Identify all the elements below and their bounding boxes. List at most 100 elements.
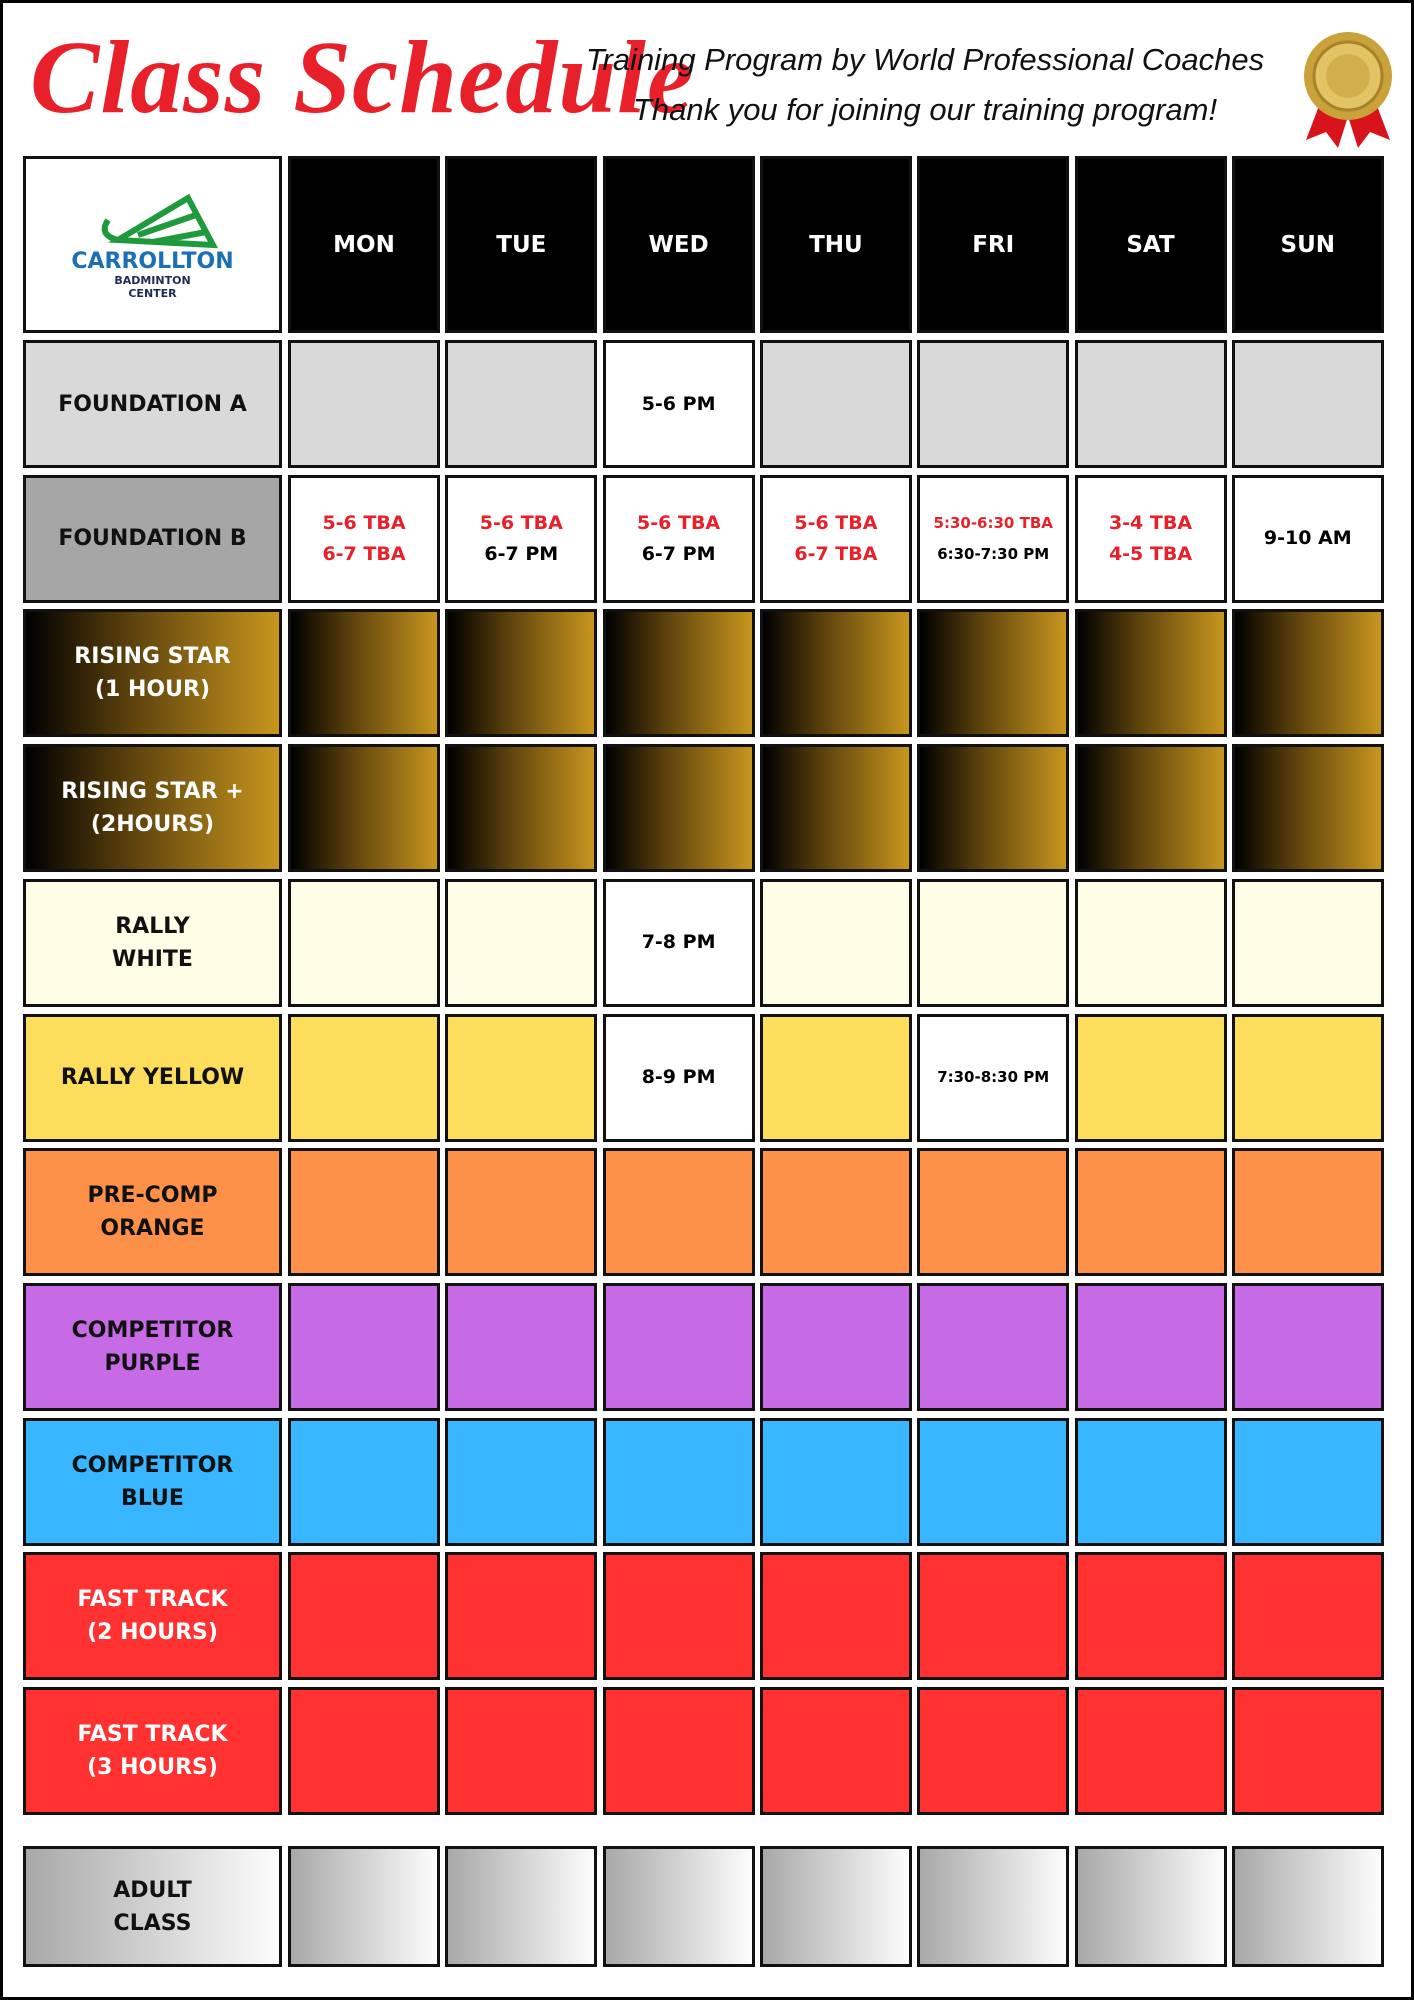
schedule-cell [288,878,440,1007]
row-label: RALLY WHITE [23,878,282,1007]
schedule-cell: 7:30-8:30 PM [917,1013,1070,1142]
schedule-cell: 5-6 PM [602,340,755,468]
row-label: ADULT CLASS [23,1846,282,1967]
schedule-cell [1074,878,1227,1007]
row-label-line: RISING STAR + [61,779,244,805]
row-label: RALLY YELLOW [23,1013,282,1142]
schedule-cell [1231,1687,1384,1815]
schedule-cell [1231,878,1384,1007]
row-label-line: COMPETITOR [71,1452,234,1478]
schedule-cell [759,1846,912,1967]
schedule-cell [602,609,755,738]
schedule-cell [1074,1148,1227,1277]
schedule-cell: 5-6 TBA 6-7 TBA [759,474,912,603]
schedule-cell [1231,1846,1384,1967]
schedule-cell [1231,1013,1384,1142]
schedule-cell: 5:30-6:30 TBA 6:30-7:30 PM [917,474,1070,603]
row-label-line: (3 HOURS) [87,1755,218,1780]
schedule-cell [917,878,1070,1007]
schedule-cell: 9-10 AM [1231,474,1384,603]
time-slot: 5-6 TBA [637,511,721,534]
schedule-cell [917,1687,1070,1815]
row-label-line: ADULT [113,1877,192,1903]
row-label: FAST TRACK (2 HOURS) [23,1552,282,1681]
row-label: FOUNDATION A [23,340,282,468]
schedule-cell [759,1552,912,1681]
schedule-cell [288,1148,440,1277]
row-label-line: CLASS [113,1910,192,1936]
row-label-line: FAST TRACK [77,1587,228,1613]
row-label-line: RISING STAR [74,644,231,670]
schedule-cell: 7-8 PM [602,878,755,1007]
row-label: RISING STAR (1 HOUR) [23,609,282,738]
schedule-cell [759,1148,912,1277]
row-label: PRE-COMP ORANGE [23,1148,282,1277]
time-slot: 5-6 TBA [794,511,878,534]
time-slot: 5-6 PM [641,392,716,415]
schedule-cell [759,744,912,873]
schedule-cell [1074,1687,1227,1815]
day-header: THU [759,156,912,333]
schedule-cell: 8-9 PM [602,1013,755,1142]
schedule-cell [917,1148,1070,1277]
schedule-cell [288,1282,440,1411]
time-slot: 6-7 PM [484,542,559,565]
schedule-cell [445,609,598,738]
schedule-cell [1074,1013,1227,1142]
time-slot: 5:30-6:30 TBA [933,513,1053,532]
schedule-cell [1231,340,1384,468]
schedule-cell [1231,609,1384,738]
subtitle: Thank you for joining our training progr… [632,92,1218,127]
schedule-cell [759,1687,912,1815]
row-label-line: ORANGE [100,1216,205,1242]
logo: CARROLLTON BADMINTON CENTER [23,156,282,333]
row-label-line: BLUE [121,1485,184,1511]
schedule-cell [759,340,912,468]
schedule-cell [1074,1846,1227,1967]
schedule-cell [602,1687,755,1815]
schedule-cell [917,340,1070,468]
schedule-cell [1231,1417,1384,1546]
logo-subtitle: CENTER [128,286,177,300]
day-header: SAT [1074,156,1227,333]
schedule-cell [445,1687,598,1815]
schedule-cell [759,1282,912,1411]
time-slot: 6-7 TBA [322,542,406,565]
schedule-cell [288,1417,440,1546]
time-slot: 5-6 TBA [322,511,406,534]
schedule-cell [445,878,598,1007]
schedule-cell [1231,1552,1384,1681]
schedule-cell [445,744,598,873]
schedule-cell: 5-6 TBA 6-7 PM [602,474,755,603]
schedule-cell [917,1552,1070,1681]
time-slot: 6-7 PM [641,542,716,565]
schedule-cell [917,744,1070,873]
schedule-cell [602,1417,755,1546]
schedule-cell [445,1013,598,1142]
logo-subtitle: BADMINTON [114,273,191,287]
schedule-cell [759,1013,912,1142]
time-slot: 7:30-8:30 PM [937,1068,1050,1086]
schedule-cell [1074,744,1227,873]
row-label-line: (2HOURS) [90,812,215,838]
time-slot: 6:30-7:30 PM [937,544,1050,563]
schedule-cell [445,1417,598,1546]
schedule-cell [288,1687,440,1815]
time-slot: 5-6 TBA [479,511,563,534]
schedule-cell [288,1552,440,1681]
row-label-line: FOUNDATION A [58,391,247,417]
schedule-cell [1074,609,1227,738]
schedule-cell [917,1282,1070,1411]
row-label-line: COMPETITOR [71,1317,234,1343]
row-label: COMPETITOR BLUE [23,1417,282,1546]
time-slot: 4-5 TBA [1108,542,1193,565]
schedule-cell [917,609,1070,738]
time-slot: 6-7 TBA [794,542,878,565]
time-slot: 7-8 PM [641,931,716,954]
row-label: FAST TRACK (3 HOURS) [23,1687,282,1815]
row-label: RISING STAR + (2HOURS) [23,744,282,873]
day-header: TUE [445,156,598,333]
schedule-cell [288,1013,440,1142]
